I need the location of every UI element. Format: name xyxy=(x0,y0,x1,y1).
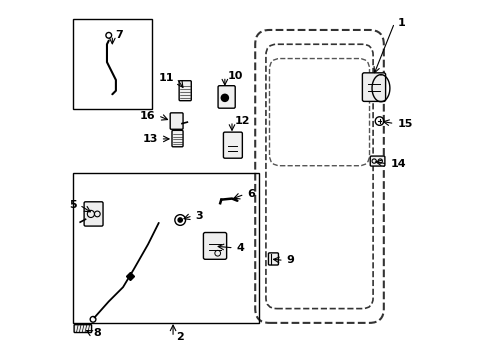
Text: 1: 1 xyxy=(397,18,405,28)
Text: 7: 7 xyxy=(115,30,122,40)
Text: 5: 5 xyxy=(69,200,77,210)
FancyBboxPatch shape xyxy=(74,325,91,333)
Text: 6: 6 xyxy=(247,189,255,199)
FancyBboxPatch shape xyxy=(268,253,278,265)
Text: 14: 14 xyxy=(389,159,405,169)
Text: 9: 9 xyxy=(286,255,294,265)
Circle shape xyxy=(221,94,228,102)
Text: 4: 4 xyxy=(236,243,244,253)
FancyBboxPatch shape xyxy=(84,202,103,226)
FancyBboxPatch shape xyxy=(172,130,183,147)
Text: 2: 2 xyxy=(176,332,183,342)
Text: 13: 13 xyxy=(142,134,157,144)
Text: 11: 11 xyxy=(158,73,173,83)
FancyBboxPatch shape xyxy=(362,73,385,102)
FancyBboxPatch shape xyxy=(179,81,191,101)
Bar xyxy=(73,173,258,323)
Text: 8: 8 xyxy=(94,328,102,338)
Text: 12: 12 xyxy=(234,116,250,126)
FancyBboxPatch shape xyxy=(203,233,226,259)
Bar xyxy=(73,19,151,109)
FancyBboxPatch shape xyxy=(369,156,384,166)
Circle shape xyxy=(178,218,182,222)
Text: 3: 3 xyxy=(195,211,203,221)
FancyBboxPatch shape xyxy=(223,132,242,158)
FancyBboxPatch shape xyxy=(218,86,235,108)
FancyBboxPatch shape xyxy=(170,113,183,129)
Text: 10: 10 xyxy=(227,71,243,81)
Text: 16: 16 xyxy=(139,111,155,121)
Text: 15: 15 xyxy=(397,118,412,129)
